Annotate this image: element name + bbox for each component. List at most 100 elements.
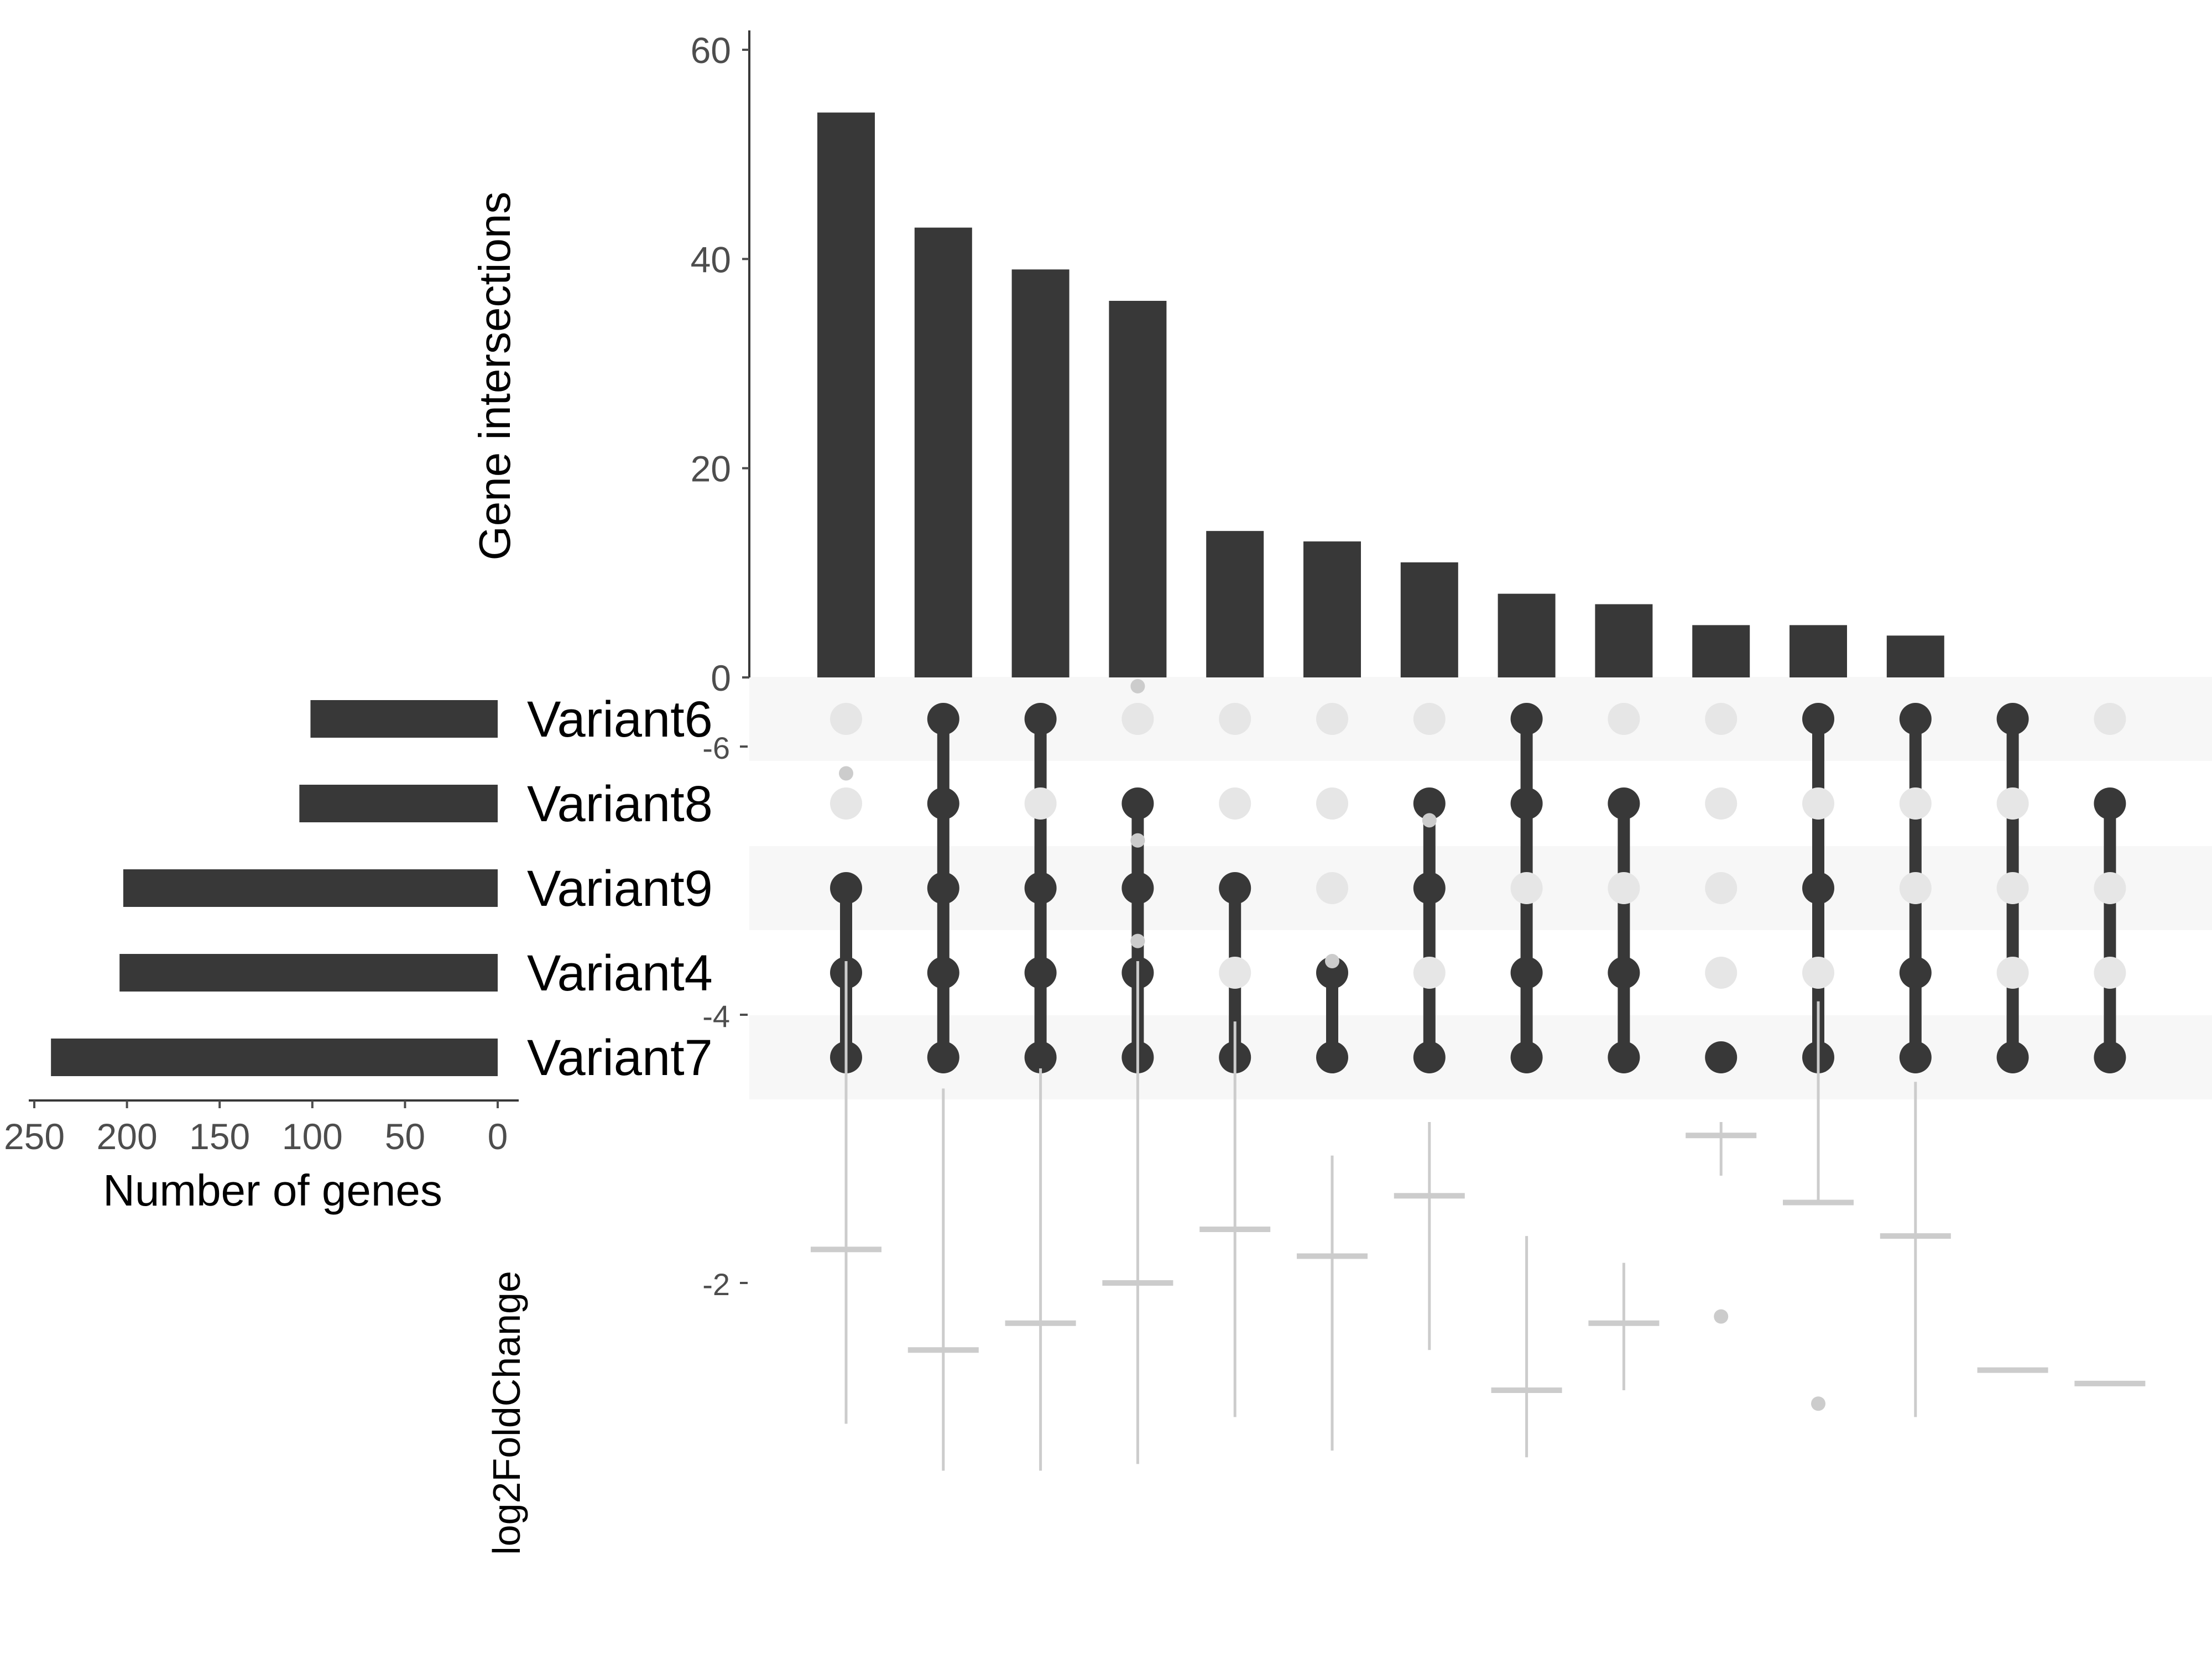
matrix-empty-dot xyxy=(1608,872,1640,904)
intersection-y-tick-label: 20 xyxy=(691,448,731,489)
matrix-empty-dot xyxy=(1413,957,1446,989)
set-size-x-tick-label: 50 xyxy=(385,1116,425,1157)
set-size-x-tick-label: 100 xyxy=(282,1116,343,1157)
matrix-empty-dot xyxy=(1802,957,1834,989)
set-size-x-tick-label: 250 xyxy=(4,1116,65,1157)
matrix-member-dot xyxy=(1510,787,1543,820)
matrix-empty-dot xyxy=(1316,787,1348,820)
matrix-member-dot xyxy=(1219,872,1251,904)
boxplot-y-tick-label: -6 xyxy=(702,731,730,765)
matrix-empty-dot xyxy=(1996,872,2029,904)
matrix-member-dot xyxy=(1802,872,1834,904)
matrix-member-dot xyxy=(1608,787,1640,820)
intersection-bar xyxy=(1886,635,1944,677)
matrix-empty-dot xyxy=(1705,703,1738,735)
boxplot-outlier xyxy=(1714,1309,1729,1324)
set-size-bar xyxy=(51,1039,498,1076)
matrix-row-bands xyxy=(749,677,2212,1099)
row-band xyxy=(749,677,2212,761)
matrix-member-dot xyxy=(1608,1041,1640,1073)
intersection-bar xyxy=(1595,604,1653,677)
matrix-member-dot xyxy=(1802,703,1834,735)
matrix-member-dot xyxy=(1899,703,1932,735)
matrix-empty-dot xyxy=(1024,787,1057,820)
intersection-bar xyxy=(1011,269,1070,677)
matrix-member-dot xyxy=(1705,1041,1738,1073)
boxplot-outlier xyxy=(839,766,853,781)
matrix-empty-dot xyxy=(1316,703,1348,735)
matrix-member-dot xyxy=(1510,1041,1543,1073)
set-size-bar xyxy=(119,954,498,992)
set-label: Variant8 xyxy=(527,776,713,832)
boxplot-outlier xyxy=(1811,1396,1825,1411)
matrix-member-dot xyxy=(1121,872,1154,904)
set-size-x-axis-title: Number of genes xyxy=(103,1166,442,1215)
matrix-member-dot xyxy=(1899,957,1932,989)
matrix-empty-dot xyxy=(1705,872,1738,904)
matrix-empty-dot xyxy=(2094,872,2126,904)
matrix-empty-dot xyxy=(1413,703,1446,735)
intersection-bar xyxy=(1206,531,1264,677)
intersection-bar xyxy=(1303,541,1361,677)
matrix-empty-dot xyxy=(2094,703,2126,735)
intersection-bar xyxy=(1692,625,1750,677)
set-size-x-tick-label: 200 xyxy=(97,1116,158,1157)
boxplot-y-tick-label: -2 xyxy=(702,1267,730,1302)
intersection-y-tick-label: 60 xyxy=(691,30,731,71)
matrix-member-dot xyxy=(1024,957,1057,989)
matrix-member-dot xyxy=(2094,1041,2126,1073)
matrix-member-dot xyxy=(1024,1041,1057,1073)
matrix-empty-dot xyxy=(1996,957,2029,989)
intersection-y-tick-label: 0 xyxy=(711,658,731,698)
set-size-bar xyxy=(299,785,498,822)
intersection-bar xyxy=(1790,625,1847,677)
boxplot-outlier xyxy=(1325,954,1339,968)
matrix-empty-dot xyxy=(1316,872,1348,904)
set-size-x-tick-label: 150 xyxy=(189,1116,250,1157)
matrix-member-dot xyxy=(1899,1041,1932,1073)
matrix-member-dot xyxy=(1413,872,1446,904)
set-label: Variant4 xyxy=(527,945,713,1001)
matrix-empty-dot xyxy=(1219,957,1251,989)
matrix-member-dot xyxy=(1024,703,1057,735)
matrix-member-dot xyxy=(1996,1041,2029,1073)
boxplot-y-axis-title: log2FoldChange xyxy=(485,1271,528,1555)
matrix-member-dot xyxy=(1316,957,1348,989)
intersection-bar xyxy=(1109,301,1167,677)
row-band xyxy=(749,1015,2212,1099)
matrix-empty-dot xyxy=(1705,957,1738,989)
boxplot-y-tick-label: -4 xyxy=(702,999,730,1034)
matrix-empty-dot xyxy=(1899,872,1932,904)
matrix-member-dot xyxy=(1510,703,1543,735)
matrix-empty-dot xyxy=(1121,703,1154,735)
matrix-member-dot xyxy=(927,703,959,735)
matrix-empty-dot xyxy=(830,787,862,820)
intersection-y-axis-title: Gene intersections xyxy=(470,191,519,560)
set-size-bar xyxy=(310,700,498,738)
intersection-bar-panel: Gene intersections 0 20 40 60 xyxy=(470,30,1944,698)
set-label: Variant9 xyxy=(527,860,713,917)
row-band xyxy=(749,846,2212,930)
matrix-member-dot xyxy=(1413,1041,1446,1073)
matrix-member-dot xyxy=(927,872,959,904)
set-labels: Variant6 Variant8 Variant9 Variant4 Variant7 xyxy=(527,691,713,1086)
intersection-y-tick-label: 40 xyxy=(691,239,731,280)
matrix-member-dot xyxy=(1024,872,1057,904)
matrix-empty-dot xyxy=(1510,872,1543,904)
matrix-member-dot xyxy=(927,957,959,989)
matrix-empty-dot xyxy=(830,703,862,735)
matrix-empty-dot xyxy=(1996,787,2029,820)
matrix-empty-dot xyxy=(1705,787,1738,820)
set-size-bar-panel: Number of genes 250 200 150 100 50 0 xyxy=(4,700,519,1215)
matrix-member-dot xyxy=(830,872,862,904)
set-label: Variant7 xyxy=(527,1030,713,1086)
intersection-bar xyxy=(817,112,875,677)
set-label: Variant6 xyxy=(527,691,713,748)
intersection-bar xyxy=(1400,562,1458,677)
matrix-member-dot xyxy=(1121,787,1154,820)
matrix-empty-dot xyxy=(2094,957,2126,989)
matrix-empty-dot xyxy=(1219,703,1251,735)
matrix-empty-dot xyxy=(1608,703,1640,735)
matrix-empty-dot xyxy=(1899,787,1932,820)
matrix-member-dot xyxy=(927,787,959,820)
